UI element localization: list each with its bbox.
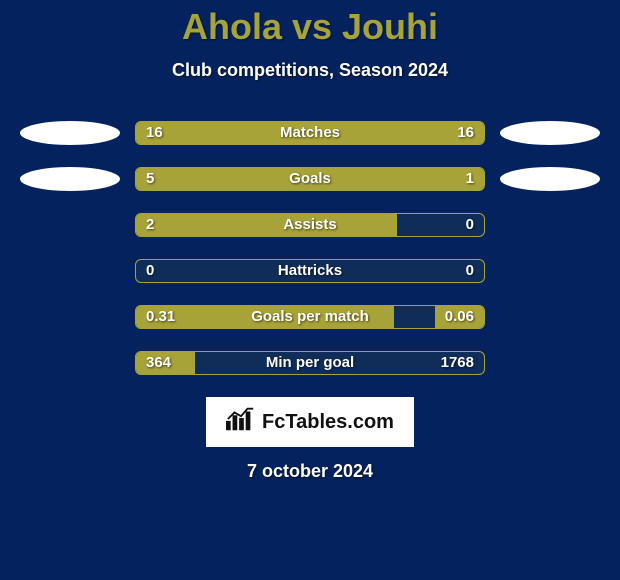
stat-value-right: 1 [466, 168, 474, 190]
player-left-avatar [20, 167, 120, 191]
stat-bar: 5Goals1 [135, 167, 485, 191]
comparison-infographic: Ahola vs Jouhi Club competitions, Season… [0, 0, 620, 482]
stat-value-right: 16 [457, 122, 474, 144]
avatar-spacer [20, 259, 120, 283]
stat-row: 0.31Goals per match0.06 [0, 305, 620, 329]
stat-value-right: 0 [466, 214, 474, 236]
stat-row: 16Matches16 [0, 121, 620, 145]
subtitle: Club competitions, Season 2024 [0, 60, 620, 81]
stat-label: Assists [136, 214, 484, 236]
date-text: 7 october 2024 [0, 461, 620, 482]
logo-text: FcTables.com [262, 411, 394, 434]
page-title: Ahola vs Jouhi [0, 6, 620, 48]
stat-label: Hattricks [136, 260, 484, 282]
bar-chart-icon [226, 407, 256, 437]
player-right-avatar [500, 167, 600, 191]
stat-label: Min per goal [136, 352, 484, 374]
avatar-spacer [20, 213, 120, 237]
stat-bar: 0.31Goals per match0.06 [135, 305, 485, 329]
stat-bar: 364Min per goal1768 [135, 351, 485, 375]
avatar-spacer [500, 259, 600, 283]
avatar-spacer [500, 351, 600, 375]
stat-row: 364Min per goal1768 [0, 351, 620, 375]
stat-row: 2Assists0 [0, 213, 620, 237]
stat-row: 5Goals1 [0, 167, 620, 191]
stat-value-right: 1768 [441, 352, 474, 374]
stat-bar: 16Matches16 [135, 121, 485, 145]
avatar-spacer [20, 351, 120, 375]
stat-label: Goals [136, 168, 484, 190]
stats-block: 16Matches165Goals12Assists00Hattricks00.… [0, 121, 620, 375]
stat-value-right: 0.06 [445, 306, 474, 328]
player-right-avatar [500, 121, 600, 145]
avatar-spacer [20, 305, 120, 329]
stat-label: Matches [136, 122, 484, 144]
player-left-avatar [20, 121, 120, 145]
stat-value-right: 0 [466, 260, 474, 282]
avatar-spacer [500, 305, 600, 329]
avatar-spacer [500, 213, 600, 237]
stat-label: Goals per match [136, 306, 484, 328]
stat-row: 0Hattricks0 [0, 259, 620, 283]
stat-bar: 0Hattricks0 [135, 259, 485, 283]
stat-bar: 2Assists0 [135, 213, 485, 237]
logo-box: FcTables.com [206, 397, 414, 447]
